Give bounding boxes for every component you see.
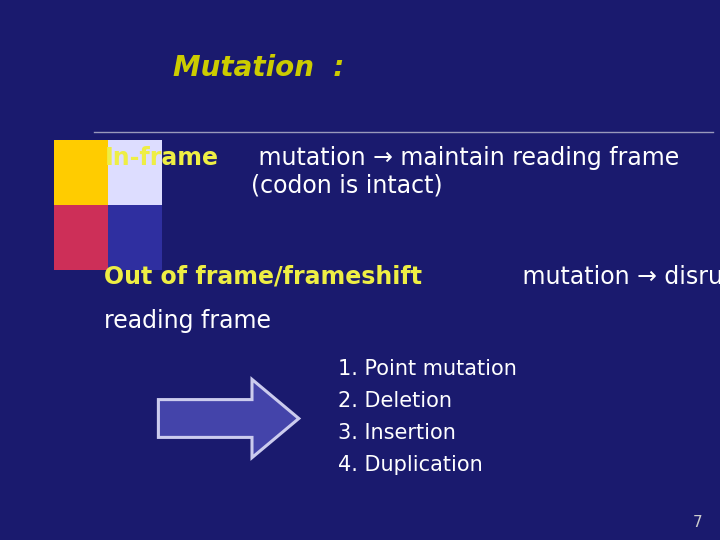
- FancyBboxPatch shape: [54, 205, 108, 270]
- Text: mutation → maintain reading frame
(codon is intact): mutation → maintain reading frame (codon…: [251, 146, 680, 198]
- FancyBboxPatch shape: [54, 140, 108, 205]
- Text: mutation → disrupt: mutation → disrupt: [515, 265, 720, 288]
- Text: 1. Point mutation
2. Deletion
3. Insertion
4. Duplication: 1. Point mutation 2. Deletion 3. Inserti…: [338, 359, 517, 475]
- Text: Mutation  :: Mutation :: [173, 54, 344, 82]
- Text: Out of frame/frameshift: Out of frame/frameshift: [104, 265, 423, 288]
- Polygon shape: [158, 379, 299, 457]
- FancyBboxPatch shape: [108, 205, 162, 270]
- FancyBboxPatch shape: [108, 140, 162, 205]
- Text: 7: 7: [693, 515, 702, 530]
- Text: In-frame: In-frame: [104, 146, 218, 170]
- Text: reading frame: reading frame: [104, 265, 271, 333]
